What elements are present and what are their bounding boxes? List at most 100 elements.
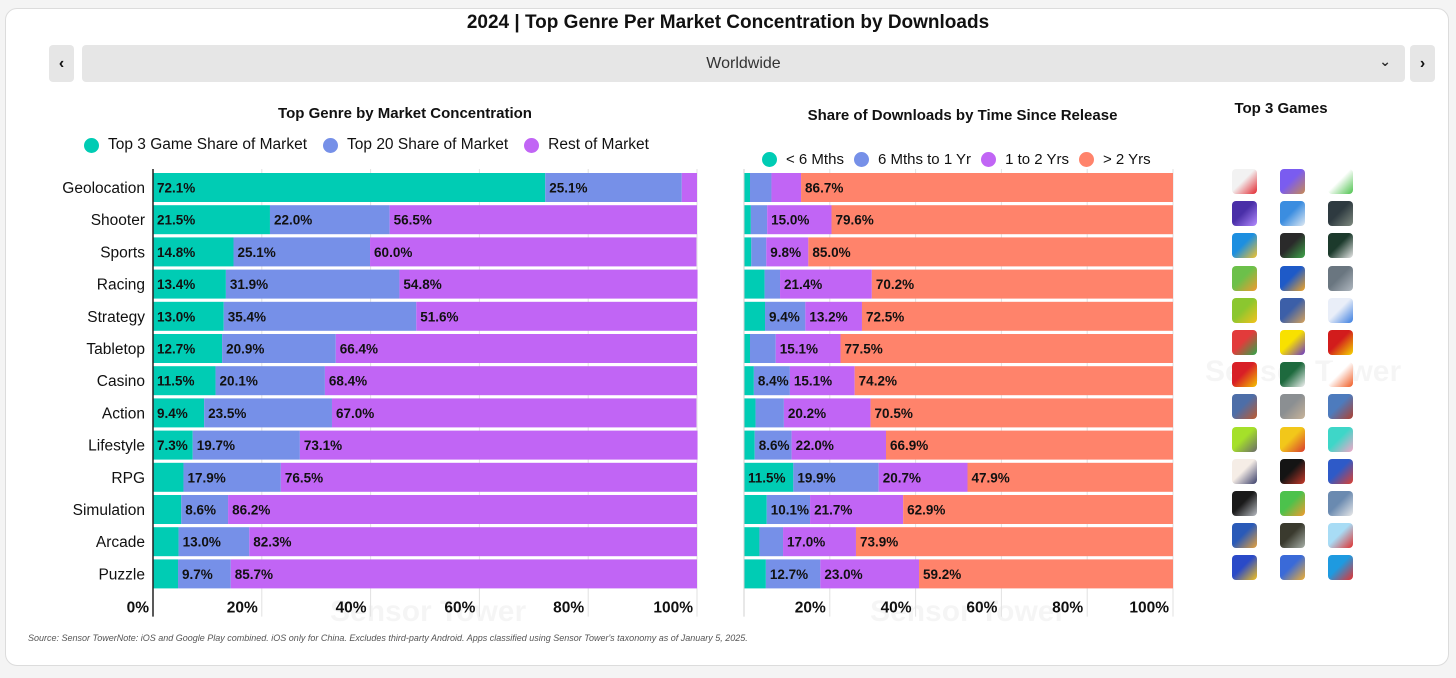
next-button[interactable]: › [1410,45,1435,82]
bar-segment[interactable] [744,237,752,267]
bar-segment[interactable] [783,398,871,428]
bar-segment[interactable] [855,527,1173,557]
legend-item[interactable]: Top 3 Game Share of Market [84,136,307,154]
bar-segment[interactable] [885,430,1173,460]
bar-segment[interactable] [331,398,697,428]
bar-segment[interactable] [793,462,879,492]
legend-item[interactable]: Top 20 Share of Market [323,136,508,154]
bar-segment[interactable] [545,173,682,202]
bar-segment[interactable] [324,366,697,396]
legend-item[interactable]: > 2 Yrs [1079,151,1151,168]
bar-segment[interactable] [192,430,300,460]
bar-segment[interactable] [750,205,768,235]
bar-segment[interactable] [230,559,698,589]
bar-segment[interactable] [153,495,182,524]
bar-segment[interactable] [801,173,1173,202]
bar-segment[interactable] [744,527,760,557]
bar-segment[interactable] [783,527,856,557]
bar-segment[interactable] [764,269,781,299]
bar-segment[interactable] [767,205,832,235]
bar-segment[interactable] [766,495,811,524]
bar-segment[interactable] [744,495,767,524]
bar-segment[interactable] [744,430,755,460]
bar-segment[interactable] [153,366,216,396]
bar-segment[interactable] [335,334,697,363]
bar-segment[interactable] [861,301,1173,331]
bar-segment[interactable] [780,269,872,299]
bar-segment[interactable] [744,334,751,363]
bar-segment[interactable] [153,334,223,363]
legend-item[interactable]: < 6 Mths [762,151,844,168]
region-dropdown[interactable]: Worldwide ⌄ [82,45,1405,82]
bar-segment[interactable] [181,495,229,524]
bar-segment[interactable] [280,462,697,492]
bar-segment[interactable] [178,527,250,557]
bar-segment[interactable] [765,559,821,589]
bar-segment[interactable] [744,301,766,331]
bar-segment[interactable] [269,205,390,235]
bar-segment[interactable] [178,559,231,589]
bar-segment[interactable] [153,559,179,589]
bar-segment[interactable] [744,173,751,202]
previous-button[interactable]: ‹ [49,45,74,82]
bar-segment[interactable] [249,527,697,557]
bar-segment[interactable] [223,301,417,331]
bar-segment[interactable] [840,334,1173,363]
bar-segment[interactable] [153,301,224,331]
bar-segment[interactable] [755,398,784,428]
legend-item[interactable]: 6 Mths to 1 Yr [853,151,971,168]
bar-segment[interactable] [153,269,226,299]
bar-segment[interactable] [153,173,546,202]
bar-segment[interactable] [744,205,751,235]
bar-segment[interactable] [416,301,697,331]
bar-segment[interactable] [399,269,698,299]
bar-segment[interactable] [744,269,765,299]
bar-segment[interactable] [222,334,336,363]
bar-segment[interactable] [233,237,371,267]
bar-segment[interactable] [153,398,205,428]
bar-segment[interactable] [183,462,281,492]
bar-segment[interactable] [871,269,1173,299]
bar-segment[interactable] [810,495,904,524]
bar-segment[interactable] [753,366,790,396]
bar-segment[interactable] [744,559,766,589]
legend-item[interactable]: Rest of Market [524,136,649,154]
bar-segment[interactable] [820,559,920,589]
bar-segment[interactable] [153,462,184,492]
bar-segment[interactable] [766,237,809,267]
bar-segment[interactable] [870,398,1173,428]
bar-segment[interactable] [878,462,968,492]
bar-segment[interactable] [215,366,325,396]
bar-segment[interactable] [805,301,862,331]
bar-segment[interactable] [228,495,697,524]
bar-segment[interactable] [750,173,772,202]
bar-segment[interactable] [751,237,767,267]
bar-segment[interactable] [903,495,1173,524]
bar-segment[interactable] [153,430,193,460]
bar-segment[interactable] [744,366,754,396]
bar-segment[interactable] [153,205,270,235]
bar-segment[interactable] [808,237,1173,267]
bar-segment[interactable] [153,527,179,557]
bar-segment[interactable] [744,462,794,492]
bar-segment[interactable] [791,430,886,460]
bar-segment[interactable] [744,398,756,428]
bar-segment[interactable] [771,173,802,202]
bar-segment[interactable] [919,559,1173,589]
bar-segment[interactable] [789,366,855,396]
bar-segment[interactable] [831,205,1173,235]
bar-segment[interactable] [299,430,698,460]
bar-segment[interactable] [775,334,841,363]
bar-segment[interactable] [967,462,1173,492]
bar-segment[interactable] [204,398,332,428]
bar-segment[interactable] [389,205,697,235]
bar-segment[interactable] [765,301,806,331]
bar-segment[interactable] [153,237,234,267]
bar-segment[interactable] [759,527,784,557]
bar-segment[interactable] [750,334,776,363]
bar-segment[interactable] [681,173,697,202]
bar-segment[interactable] [225,269,400,299]
legend-item[interactable]: 1 to 2 Yrs [981,151,1069,168]
bar-segment[interactable] [754,430,792,460]
bar-segment[interactable] [854,366,1173,396]
